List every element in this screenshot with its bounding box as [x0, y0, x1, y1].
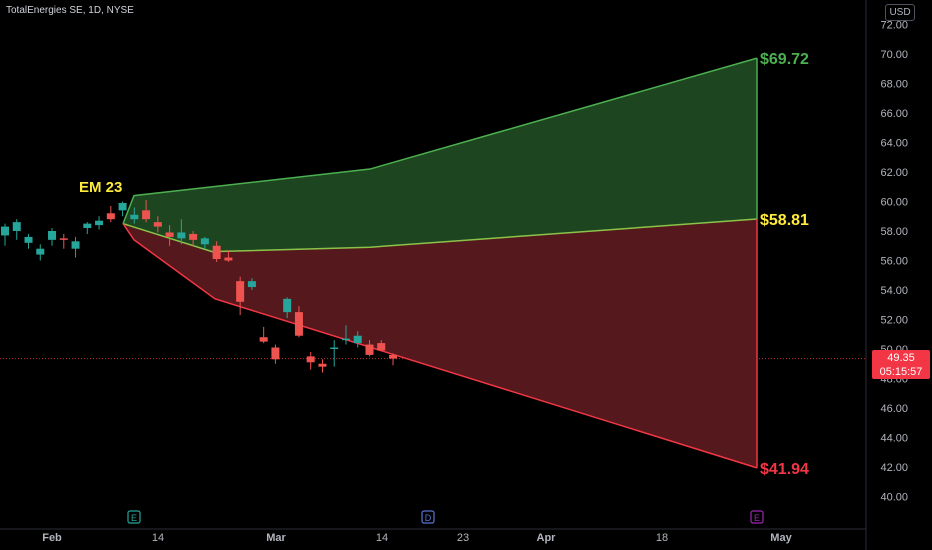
- event-marker-letter: D: [425, 513, 432, 523]
- y-tick-label: 68.00: [880, 79, 908, 91]
- candle-body[interactable]: [95, 220, 104, 226]
- candle-body[interactable]: [247, 281, 256, 288]
- x-tick-label: 14: [152, 532, 164, 544]
- candle-body[interactable]: [271, 347, 280, 360]
- mid-line: [122, 218, 758, 253]
- bar-countdown: 05:15:57: [879, 366, 923, 378]
- y-tick-label: 66.00: [880, 108, 908, 120]
- candle-body[interactable]: [36, 248, 45, 255]
- x-tick-label: 23: [457, 532, 469, 544]
- candle-body[interactable]: [330, 347, 339, 350]
- x-tick-label: Apr: [537, 532, 557, 544]
- currency-button[interactable]: USD: [885, 4, 915, 21]
- candle-body[interactable]: [189, 233, 198, 240]
- candle-body[interactable]: [83, 223, 92, 229]
- candle-body[interactable]: [389, 354, 397, 359]
- lower-bound-line: [122, 223, 758, 469]
- candle-body[interactable]: [341, 338, 350, 341]
- x-tick-label: 14: [376, 532, 388, 544]
- candle-body[interactable]: [142, 210, 151, 220]
- candle-body[interactable]: [236, 281, 245, 302]
- em-label: EM 23: [79, 179, 122, 196]
- chart-title: TotalEnergies SE, 1D, NYSE: [6, 5, 134, 16]
- candle-body[interactable]: [24, 236, 33, 243]
- event-marker[interactable]: [421, 510, 435, 524]
- y-tick-label: 58.00: [880, 226, 908, 238]
- y-tick-label: 54.00: [880, 285, 908, 297]
- y-tick-label: 64.00: [880, 138, 908, 150]
- y-tick-label: 62.00: [880, 167, 908, 179]
- candle-body[interactable]: [377, 343, 386, 351]
- y-tick-label: 42.00: [880, 462, 908, 474]
- x-tick-label: Feb: [42, 532, 62, 544]
- y-tick-label: 70.00: [880, 49, 908, 61]
- event-marker[interactable]: [750, 510, 764, 524]
- candle-body[interactable]: [306, 356, 315, 363]
- upper-bound-line: [122, 57, 758, 224]
- event-marker-letter: E: [131, 513, 137, 523]
- lower-price-label: $41.94: [760, 461, 809, 478]
- candle-body[interactable]: [130, 214, 139, 220]
- upper-price-label: $69.72: [760, 51, 809, 68]
- event-marker[interactable]: [127, 510, 141, 524]
- candle-body[interactable]: [224, 257, 233, 261]
- candle-body[interactable]: [12, 222, 21, 231]
- candle-body[interactable]: [59, 238, 68, 240]
- y-tick-label: 72.00: [880, 20, 908, 32]
- candle-body[interactable]: [318, 363, 327, 367]
- candle-body[interactable]: [106, 213, 115, 220]
- candle-body[interactable]: [259, 337, 268, 342]
- y-tick-label: 60.00: [880, 197, 908, 209]
- candle-body[interactable]: [353, 335, 362, 344]
- candle-body[interactable]: [283, 298, 292, 313]
- x-tick-label: 18: [656, 532, 668, 544]
- event-marker-letter: E: [754, 513, 760, 523]
- candle-body[interactable]: [1, 226, 9, 236]
- downside-range-area: [123, 219, 757, 468]
- candle-body[interactable]: [294, 312, 303, 336]
- candle-body[interactable]: [71, 241, 80, 249]
- y-tick-label: 40.00: [880, 492, 908, 504]
- x-tick-label: May: [770, 532, 792, 544]
- candle-body[interactable]: [200, 238, 209, 245]
- candle-body[interactable]: [365, 344, 374, 355]
- y-tick-label: 56.00: [880, 256, 908, 268]
- candle-body[interactable]: [153, 222, 162, 227]
- y-tick-label: 44.00: [880, 433, 908, 445]
- candle-body[interactable]: [118, 202, 127, 211]
- y-tick-label: 52.00: [880, 315, 908, 327]
- x-tick-label: Mar: [266, 532, 286, 544]
- candle-body[interactable]: [165, 232, 174, 237]
- candle-body[interactable]: [177, 232, 186, 239]
- upside-range-area: [123, 58, 757, 252]
- y-tick-label: 46.00: [880, 403, 908, 415]
- candle-body[interactable]: [48, 231, 57, 240]
- mid-price-label: $58.81: [760, 212, 809, 229]
- candle-body[interactable]: [212, 245, 221, 260]
- current-price-tag: 49.35 05:15:57: [872, 350, 930, 379]
- current-price-value: 49.35: [887, 352, 915, 364]
